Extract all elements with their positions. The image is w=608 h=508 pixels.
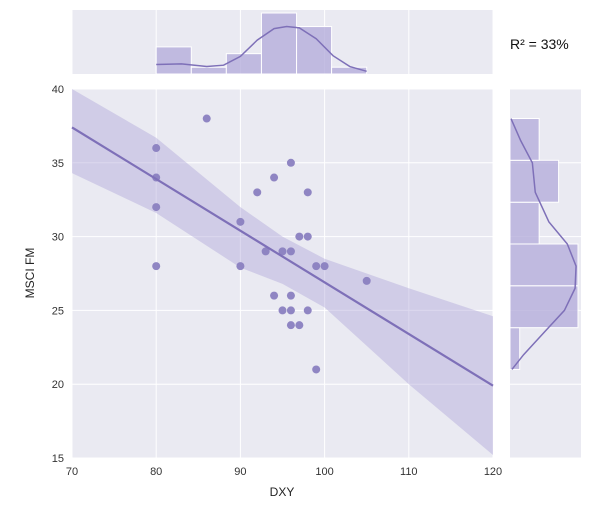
x-tick-label: 110 <box>400 466 418 478</box>
confidence-band-area <box>72 89 493 456</box>
scatter-point <box>295 321 304 330</box>
x-marginal-histogram <box>155 12 368 75</box>
x-hist-bar <box>260 12 298 75</box>
regression-line-path <box>71 126 494 387</box>
confidence-band <box>72 89 493 456</box>
y-marginal-histogram <box>509 118 579 370</box>
scatter-points <box>152 114 371 374</box>
scatter-point <box>295 232 304 241</box>
main-plot-area <box>72 89 493 458</box>
y-tick-label: 35 <box>52 158 64 170</box>
scatter-point <box>236 262 245 271</box>
scatter-point <box>286 158 295 167</box>
scatter-point <box>236 217 245 226</box>
scatter-point <box>270 173 279 182</box>
regression-line <box>71 126 494 387</box>
x-hist-bar <box>190 66 227 75</box>
scatter-point <box>286 321 295 330</box>
scatter-point <box>303 306 312 315</box>
y-axis-label: MSCI FM <box>23 248 37 299</box>
scatter-point <box>286 306 295 315</box>
scatter-point <box>261 247 270 256</box>
scatter-point <box>320 262 329 271</box>
scatter-point <box>362 276 371 285</box>
x-tick-label: 80 <box>150 466 162 478</box>
x-axis-label: DXY <box>270 485 295 499</box>
x-tick-label: 90 <box>234 466 246 478</box>
y-tick-labels: 15 20 25 30 35 40 <box>52 84 64 465</box>
r-squared-annotation: R² = 33% <box>510 36 569 52</box>
scatter-point <box>286 247 295 256</box>
y-hist-bar <box>509 243 579 287</box>
x-hist-bar <box>296 26 333 75</box>
y-tick-label: 30 <box>52 232 64 244</box>
x-hist-bar <box>155 46 192 75</box>
y-tick-label: 25 <box>52 305 64 317</box>
x-tick-label: 70 <box>66 466 78 478</box>
scatter-point <box>303 232 312 241</box>
scatter-point <box>270 291 279 300</box>
x-kde-curve <box>156 25 367 73</box>
x-hist-bar <box>331 66 368 75</box>
scatter-point <box>312 365 321 374</box>
x-hist-bar <box>225 53 262 75</box>
y-hist-bar <box>509 201 540 245</box>
x-tick-label: 100 <box>315 466 333 478</box>
scatter-point <box>286 291 295 300</box>
scatter-point <box>303 188 312 197</box>
scatter-point <box>278 247 287 256</box>
y-hist-bar <box>509 285 579 329</box>
scatter-point <box>202 114 211 123</box>
y-hist-bar <box>509 118 540 161</box>
y-tick-label: 15 <box>52 453 64 465</box>
x-tick-label: 120 <box>484 466 502 478</box>
scatter-point <box>152 203 161 212</box>
y-tick-label: 20 <box>52 379 64 391</box>
y-kde-curve <box>510 118 577 370</box>
y-hist-bar <box>509 327 521 370</box>
scatter-point <box>278 306 287 315</box>
y-tick-label: 40 <box>52 84 64 96</box>
scatter-point <box>312 262 321 271</box>
scatter-point <box>152 262 161 271</box>
x-tick-labels: 70 80 90 100 110 120 <box>66 466 502 478</box>
scatter-point <box>253 188 262 197</box>
scatter-point <box>152 144 161 153</box>
